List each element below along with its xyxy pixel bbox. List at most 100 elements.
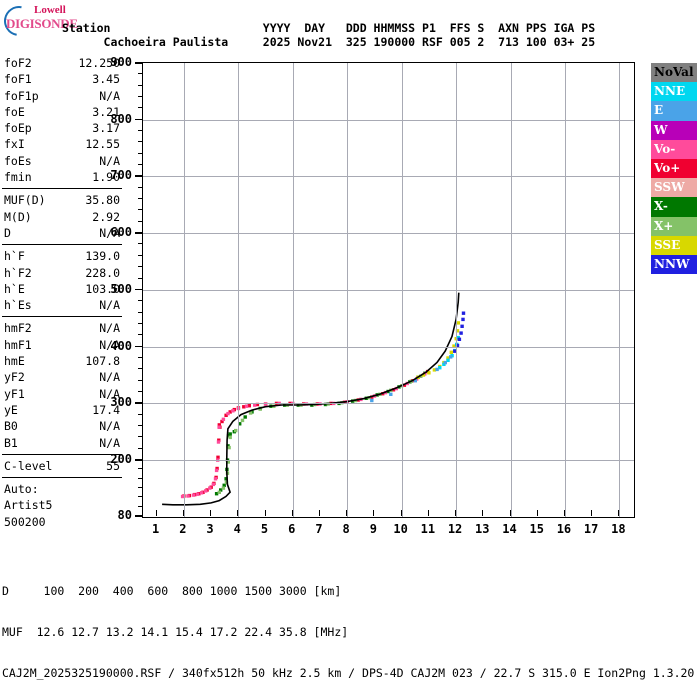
- legend-item-label: Vo+: [654, 160, 681, 175]
- header-values-row: Cachoeira Paulista 2025 Nov21 325 190000…: [62, 35, 596, 49]
- y-axis-minor-tick: [138, 96, 142, 98]
- auto-label: Auto:: [4, 482, 39, 497]
- param-value: 3.21: [92, 104, 120, 119]
- auto-block: Auto: Artist5 500200: [2, 481, 122, 530]
- param-value: 139.0: [85, 249, 120, 264]
- param-value: 2.92: [92, 209, 120, 224]
- x-axis-label: 9: [369, 522, 377, 536]
- y-axis-minor-tick: [138, 107, 142, 109]
- y-axis-tick: [135, 288, 142, 291]
- x-axis-label: 13: [475, 522, 490, 536]
- legend-item-noval[interactable]: NoVal: [651, 63, 697, 83]
- x-axis-tick: [182, 510, 184, 516]
- x-axis-tick: [155, 510, 157, 516]
- x-axis-tick: [291, 510, 293, 516]
- auto-software: Artist5: [4, 498, 53, 513]
- param-group-frequencies: foF2 12.250 foF1 3.45 foF1p N/A foE 3.21 foE…: [2, 55, 122, 185]
- y-axis-label: 500: [110, 281, 132, 296]
- y-axis-label: 300: [110, 395, 132, 410]
- y-axis-tick: [135, 175, 142, 178]
- param-value: 35.80: [85, 193, 120, 208]
- legend-item-x[interactable]: X+: [651, 216, 697, 236]
- param-value: N/A: [99, 370, 120, 385]
- ionogram-plot[interactable]: [142, 62, 635, 518]
- grid-line-horizontal: [143, 233, 634, 235]
- y-axis-minor-tick: [138, 141, 142, 143]
- y-axis-label: 80: [117, 508, 132, 522]
- x-axis-label: 12: [447, 522, 463, 536]
- x-axis-label: 11: [420, 522, 436, 536]
- param-name: D: [4, 225, 11, 240]
- y-axis-tick: [135, 345, 142, 348]
- header-labels-row: Station YYYY DAY DDD HHMMSS P1 FFS S AXN…: [62, 21, 596, 35]
- legend-item-nne[interactable]: NNE: [651, 82, 697, 102]
- x-axis-label: 14: [502, 522, 517, 536]
- y-axis-minor-tick: [138, 186, 142, 188]
- param-name: B0: [4, 419, 18, 434]
- trace-nnw: [453, 311, 466, 353]
- legend-item-label: X-: [654, 199, 668, 214]
- param-row: hmF1 N/A: [2, 337, 122, 353]
- logo-line1: Lowell: [34, 4, 66, 16]
- param-name: M(D): [4, 209, 32, 224]
- param-name: foF2: [4, 56, 32, 70]
- param-value: N/A: [99, 321, 120, 336]
- param-row: h`F2 228.0: [2, 265, 122, 281]
- param-value: 3.17: [92, 121, 120, 136]
- param-row: yF1 N/A: [2, 386, 122, 402]
- y-axis-label: 600: [110, 225, 132, 240]
- grid-line-horizontal: [143, 176, 634, 178]
- legend-item-sse[interactable]: SSE: [651, 235, 697, 255]
- y-axis-minor-tick: [138, 300, 142, 302]
- grid-line-horizontal: [143, 289, 634, 291]
- legend-item-label: X+: [654, 218, 674, 233]
- legend-item-e[interactable]: E: [651, 101, 697, 121]
- x-axis-tick: [210, 510, 212, 516]
- param-value: N/A: [99, 435, 120, 450]
- param-row: foE 3.21: [2, 104, 122, 120]
- param-value: 3.45: [92, 72, 120, 87]
- y-axis-minor-tick: [138, 424, 142, 426]
- legend-item-w[interactable]: W: [651, 120, 697, 140]
- param-row: yE 17.4: [2, 402, 122, 418]
- param-group-clevel: C-level 55: [2, 458, 122, 474]
- y-axis-minor-tick: [138, 322, 142, 324]
- divider: [2, 477, 122, 479]
- y-axis-minor-tick: [138, 198, 142, 200]
- param-name: C-level: [4, 458, 53, 473]
- param-row: D N/A: [2, 225, 122, 241]
- legend-item-vo[interactable]: Vo+: [651, 158, 697, 179]
- param-row: M(D) 2.92: [2, 209, 122, 225]
- digisonde-logo: Lowell DIGISONDE: [0, 0, 100, 42]
- y-axis-label: 700: [110, 168, 132, 183]
- param-name: h`Es: [4, 298, 32, 313]
- x-axis-label: 2: [179, 522, 187, 536]
- y-axis-minor-tick: [138, 356, 142, 358]
- y-axis-tick: [135, 118, 142, 121]
- y-axis-minor-tick: [138, 130, 142, 132]
- param-value: 55: [106, 458, 120, 473]
- x-axis-tick: [455, 510, 457, 516]
- legend-item-vo[interactable]: Vo-: [651, 139, 697, 159]
- param-group-muf: MUF(D) 35.80 M(D) 2.92 D N/A: [2, 192, 122, 241]
- footer-muf-row: MUF 12.6 12.7 13.2 14.1 15.4 17.2 22.4 3…: [2, 624, 349, 639]
- param-row: foF2 12.250: [2, 55, 122, 71]
- x-axis-tick: [427, 510, 429, 516]
- y-axis-minor-tick: [138, 220, 142, 222]
- trace-blacktrace: [162, 292, 460, 506]
- param-value: N/A: [99, 225, 120, 240]
- divider: [2, 453, 122, 455]
- legend-item-nnw[interactable]: NNW: [651, 254, 697, 275]
- x-axis-tick: [618, 510, 620, 516]
- y-axis-minor-tick: [138, 243, 142, 245]
- y-axis-minor-tick: [138, 84, 142, 86]
- legend-item-label: E: [654, 103, 664, 118]
- x-axis-tick: [591, 510, 593, 516]
- legend-item-ssw[interactable]: SSW: [651, 178, 697, 198]
- param-value: N/A: [99, 386, 120, 401]
- y-axis-minor-tick: [138, 311, 142, 313]
- legend-item-x[interactable]: X-: [651, 197, 697, 217]
- param-row: foEp 3.17: [2, 120, 122, 136]
- x-axis-label: 5: [260, 522, 269, 536]
- legend-item-label: NNW: [654, 256, 690, 271]
